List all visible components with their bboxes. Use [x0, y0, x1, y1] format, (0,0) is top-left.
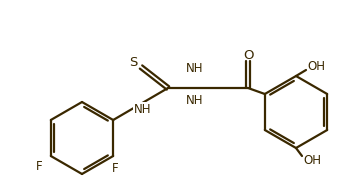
- Text: OH: OH: [303, 153, 321, 166]
- Text: NH: NH: [186, 93, 204, 106]
- Text: F: F: [112, 162, 119, 174]
- Text: F: F: [35, 160, 42, 172]
- Text: NH: NH: [134, 103, 151, 115]
- Text: OH: OH: [307, 60, 325, 73]
- Text: NH: NH: [186, 62, 204, 74]
- Text: O: O: [243, 48, 253, 62]
- Text: S: S: [129, 55, 137, 68]
- Text: NH: NH: [134, 103, 151, 115]
